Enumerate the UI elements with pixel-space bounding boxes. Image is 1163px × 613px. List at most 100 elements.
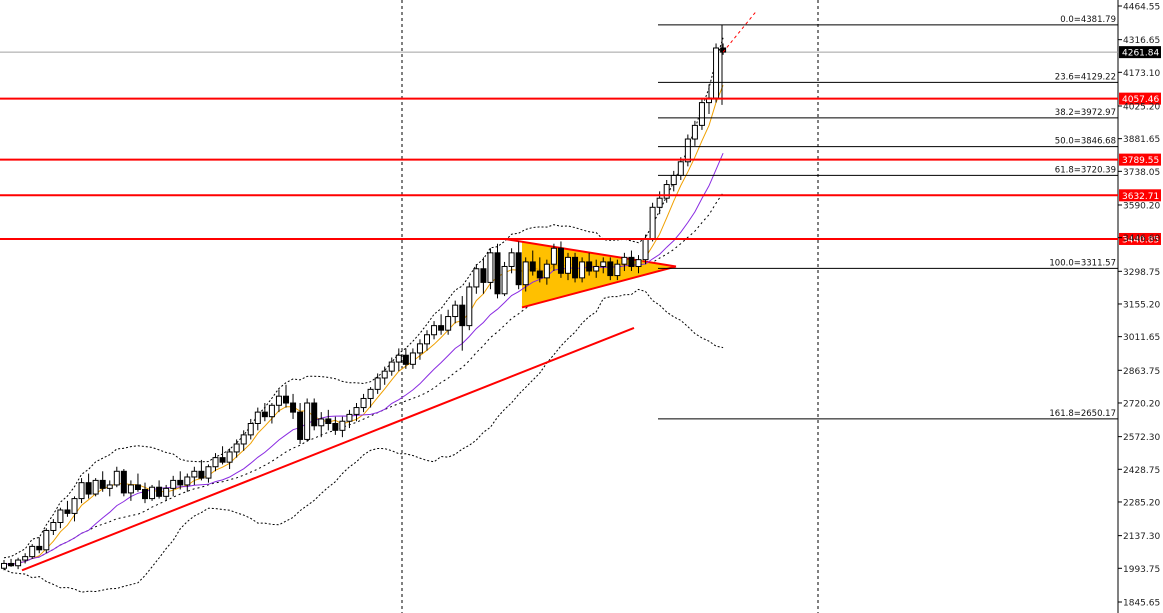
candle-body bbox=[684, 138, 691, 163]
candle-body bbox=[600, 261, 607, 267]
level-tag bbox=[1119, 189, 1161, 202]
y-tick-label: 3298.75 bbox=[1123, 268, 1160, 278]
fib-label: 61.8=3720.39 bbox=[1055, 165, 1116, 175]
candle-body bbox=[268, 404, 275, 418]
level-tag-label: 4057.46 bbox=[1122, 95, 1159, 105]
candle-body bbox=[621, 256, 628, 265]
candle-body bbox=[233, 443, 240, 453]
bollinger-middle bbox=[3, 192, 724, 566]
candle-body bbox=[240, 434, 247, 445]
y-tick-label: 2720.20 bbox=[1123, 399, 1160, 409]
candle-body bbox=[628, 256, 635, 267]
candle-body bbox=[367, 388, 374, 399]
support-trendline bbox=[21, 326, 635, 572]
candle-body bbox=[1, 562, 7, 569]
candle-body bbox=[120, 470, 127, 494]
candle-body bbox=[445, 316, 452, 331]
y-tick-label: 4025.20 bbox=[1123, 102, 1160, 112]
candle-body bbox=[409, 352, 416, 365]
level-tag bbox=[1119, 153, 1161, 166]
candle-body bbox=[247, 423, 254, 436]
candle-body bbox=[15, 559, 22, 567]
horizontal-levels: 4057.46 3789.55 3632.71 3440.85 bbox=[0, 92, 1161, 245]
trendlines bbox=[21, 326, 635, 572]
candle-body bbox=[374, 377, 381, 390]
y-tick-label: 1993.75 bbox=[1123, 565, 1160, 575]
candle-body bbox=[522, 261, 529, 286]
candle-body bbox=[177, 479, 184, 486]
projection-line bbox=[722, 11, 757, 53]
candle-body bbox=[304, 402, 311, 440]
candle-body bbox=[318, 418, 325, 427]
candle-body bbox=[290, 402, 297, 413]
candle-body bbox=[649, 206, 656, 240]
chart-grid bbox=[0, 0, 1119, 613]
bollinger-bands bbox=[3, 37, 724, 593]
fib-label: 161.8=2650.17 bbox=[1049, 409, 1116, 419]
bollinger-upper bbox=[3, 37, 724, 559]
y-tick-label: 3155.20 bbox=[1123, 300, 1160, 310]
y-tick-label: 2137.30 bbox=[1123, 532, 1160, 542]
candle-body bbox=[99, 479, 106, 489]
candle-body bbox=[261, 411, 268, 418]
candle-body bbox=[438, 325, 445, 331]
current-price-label: 4261.84 bbox=[1122, 49, 1159, 59]
candle-body bbox=[106, 484, 113, 489]
candle-body bbox=[219, 457, 226, 463]
level-tag-label: 3789.55 bbox=[1122, 156, 1159, 166]
candle-body bbox=[501, 265, 508, 295]
y-tick-label: 3738.05 bbox=[1123, 168, 1160, 178]
y-tick-label: 4316.65 bbox=[1123, 36, 1160, 46]
y-tick-label: 3881.65 bbox=[1123, 135, 1160, 145]
candle-body bbox=[713, 47, 720, 99]
fib-label: 38.2=3972.97 bbox=[1055, 108, 1116, 118]
candle-body bbox=[557, 247, 564, 274]
y-tick-label: 4173.10 bbox=[1123, 69, 1160, 79]
level-tag-label: 3440.85 bbox=[1122, 235, 1159, 245]
candle-body bbox=[416, 343, 423, 354]
candle-body bbox=[656, 197, 663, 208]
candle-body bbox=[134, 484, 141, 490]
candle-body bbox=[275, 395, 282, 406]
level-tag bbox=[1119, 92, 1161, 105]
candle-body bbox=[113, 470, 120, 486]
candle-body bbox=[614, 263, 621, 277]
ma-fast bbox=[3, 85, 724, 566]
candle-body bbox=[184, 476, 191, 486]
fib-label: 50.0=3846.68 bbox=[1055, 137, 1116, 147]
candle-body bbox=[297, 411, 304, 440]
candle-body bbox=[550, 247, 557, 265]
candle-body bbox=[536, 270, 543, 279]
candle-body bbox=[163, 487, 170, 497]
candle-body bbox=[71, 498, 78, 514]
bollinger-lower bbox=[3, 288, 724, 593]
candle-body bbox=[663, 184, 670, 199]
candle-body bbox=[156, 486, 163, 497]
y-tick-label: 3011.65 bbox=[1123, 333, 1160, 343]
candle-body bbox=[254, 411, 261, 425]
fib-label: 0.0=4381.79 bbox=[1060, 15, 1116, 25]
level-tag bbox=[1119, 232, 1161, 245]
candle-body bbox=[85, 482, 92, 495]
candle-body bbox=[198, 470, 205, 479]
triangle-lower-edge bbox=[521, 265, 677, 309]
candle-body bbox=[402, 354, 409, 365]
candle-body bbox=[283, 395, 289, 404]
y-tick-label: 2572.30 bbox=[1123, 433, 1160, 443]
candle-body bbox=[508, 252, 515, 267]
candle-body bbox=[360, 397, 367, 409]
candle-body bbox=[565, 256, 571, 274]
price-axis: 4464.55 4316.65 4173.10 4025.20 3881.65 3738.… bbox=[1118, 3, 1161, 609]
y-tick-label: 4464.55 bbox=[1123, 3, 1160, 13]
candle-body bbox=[212, 457, 219, 468]
candle-body bbox=[346, 413, 353, 422]
candle-body bbox=[170, 479, 177, 489]
candle-body bbox=[431, 325, 438, 336]
candle-body bbox=[92, 479, 99, 495]
candle-body bbox=[642, 238, 649, 261]
y-tick-label: 2428.75 bbox=[1123, 466, 1160, 476]
fibonacci-levels: 0.0=4381.79 23.6=4129.22 38.2=3972.97 50.0=… bbox=[658, 15, 1118, 420]
candle-body bbox=[607, 261, 614, 277]
candle-body bbox=[579, 261, 586, 279]
